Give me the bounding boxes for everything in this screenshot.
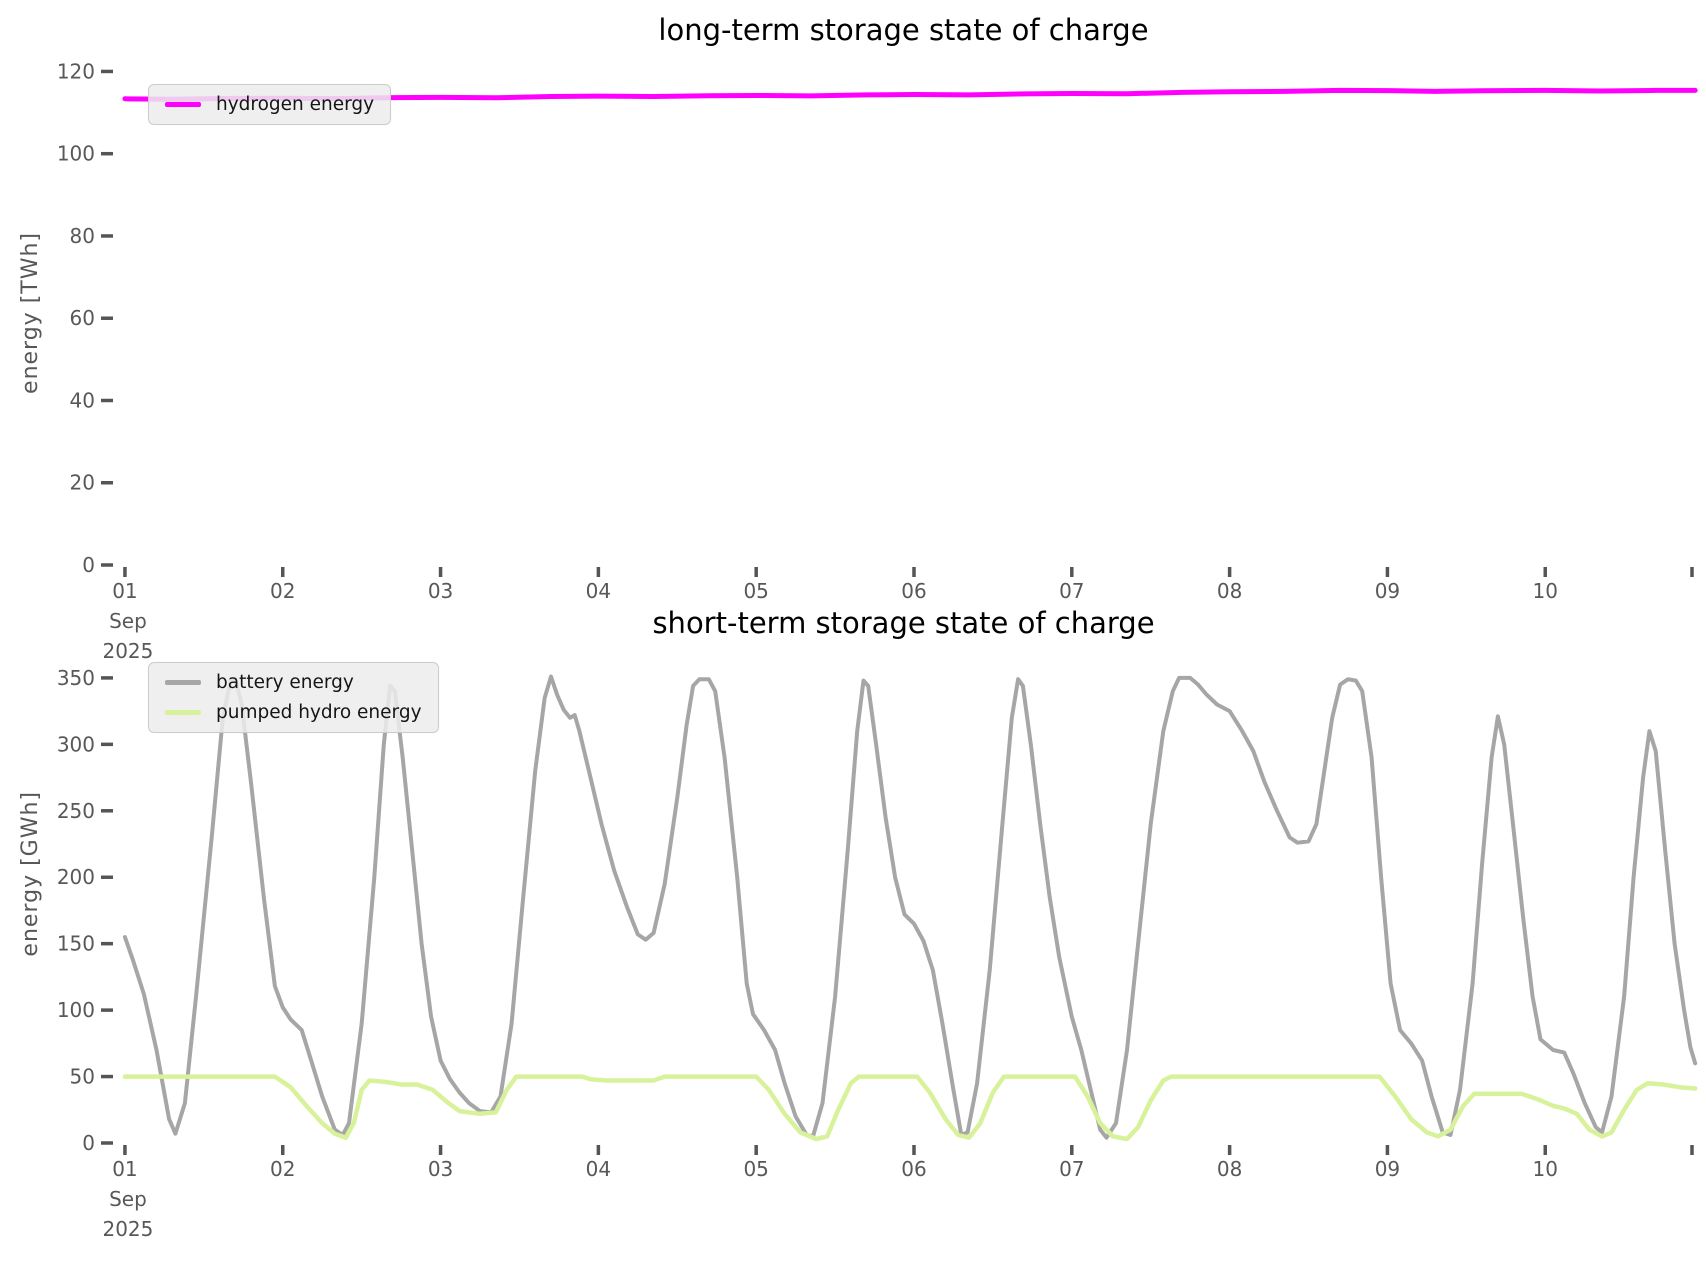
x-tick-label: 02 <box>270 1157 295 1181</box>
x-tick-label: 05 <box>743 1157 768 1181</box>
x-tick-label: 10 <box>1533 1157 1558 1181</box>
x-tick-label: 07 <box>1059 579 1084 603</box>
legend-label-battery: battery energy <box>216 672 354 693</box>
x-tick-label: 05 <box>743 579 768 603</box>
y-tick-label: 200 <box>57 865 95 889</box>
short-term-y-axis-label: energy [GWh] <box>18 791 43 957</box>
legend-row: hydrogen energy <box>165 94 374 115</box>
y-axis-ticks: 0 20 40 60 80 100 120 <box>57 59 113 577</box>
x-tick-label: 10 <box>1533 579 1558 603</box>
x-tick-label: 02 <box>270 579 295 603</box>
x-tick-label: 06 <box>901 1157 926 1181</box>
y-tick-label: 20 <box>70 471 95 495</box>
legend-row: pumped hydro energy <box>165 702 422 723</box>
y-tick-label: 80 <box>70 224 95 248</box>
y-tick-label: 100 <box>57 142 95 166</box>
y-tick-label: 250 <box>57 799 95 823</box>
long-term-chart-title: long-term storage state of charge <box>658 13 1149 47</box>
x-tick-label: 08 <box>1217 579 1242 603</box>
long-term-legend: hydrogen energy <box>148 84 392 125</box>
pumped-hydro-energy-line <box>122 1074 1698 1142</box>
legend-row: battery energy <box>165 672 422 693</box>
battery-line-swatch <box>165 680 201 685</box>
x-axis-ticks: 01 Sep 2025 02 03 04 05 06 07 08 09 10 <box>102 1145 1694 1241</box>
x-tick-sublabel: 2025 <box>102 639 153 663</box>
y-tick-label: 300 <box>57 732 95 756</box>
y-axis-ticks: 0 50 100 150 200 250 300 350 <box>57 666 113 1155</box>
x-tick-label: 07 <box>1059 1157 1084 1181</box>
x-tick-label: 06 <box>901 579 926 603</box>
y-tick-label: 60 <box>70 306 95 330</box>
battery-energy-line <box>122 674 1698 1140</box>
x-tick-label: 09 <box>1375 1157 1400 1181</box>
x-tick-label: 04 <box>586 579 611 603</box>
y-tick-label: 150 <box>57 932 95 956</box>
x-tick-label: 01 <box>112 1157 137 1181</box>
series-lines <box>122 674 1698 1142</box>
y-tick-label: 0 <box>82 1131 95 1155</box>
legend-label-hydrogen: hydrogen energy <box>216 94 375 115</box>
x-tick-sublabel: 2025 <box>102 1217 153 1241</box>
x-tick-label: 03 <box>428 1157 453 1181</box>
y-tick-label: 50 <box>70 1065 95 1089</box>
hydrogen-line-swatch <box>165 102 201 107</box>
legend-label-pumped-hydro: pumped hydro energy <box>216 702 422 723</box>
y-tick-label: 0 <box>82 553 95 577</box>
y-tick-label: 40 <box>70 388 95 412</box>
x-tick-label: 01 <box>112 579 137 603</box>
short-term-legend: battery energy pumped hydro energy <box>148 662 439 733</box>
short-term-chart-title: short-term storage state of charge <box>652 606 1155 640</box>
y-tick-label: 120 <box>57 59 95 83</box>
y-tick-label: 100 <box>57 998 95 1022</box>
x-tick-label: 03 <box>428 579 453 603</box>
x-tick-sublabel: Sep <box>109 1187 147 1211</box>
x-tick-label: 08 <box>1217 1157 1242 1181</box>
x-tick-label: 09 <box>1375 579 1400 603</box>
x-tick-label: 04 <box>586 1157 611 1181</box>
y-tick-label: 350 <box>57 666 95 690</box>
long-term-y-axis-label: energy [TWh] <box>18 232 43 394</box>
pumped-hydro-line-swatch <box>165 710 201 715</box>
